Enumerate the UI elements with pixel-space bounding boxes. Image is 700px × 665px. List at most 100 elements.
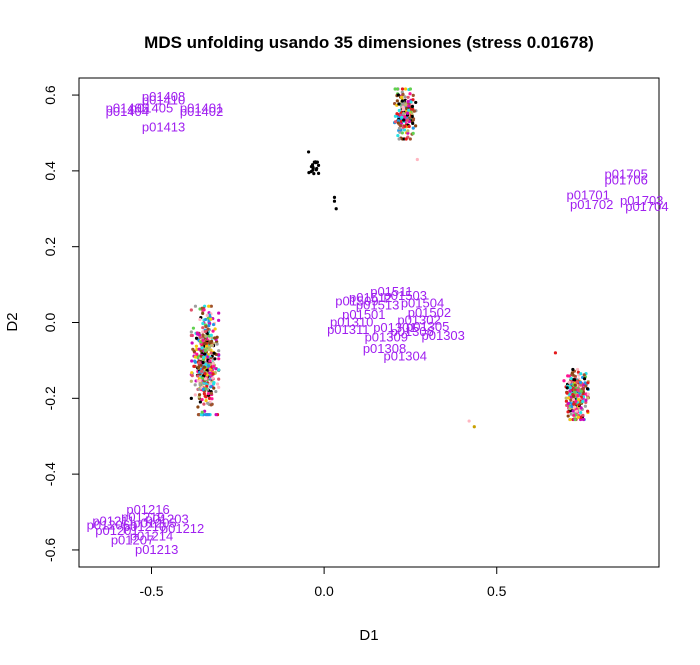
- data-point: [573, 417, 577, 422]
- data-point: [411, 93, 415, 97]
- data-point: [217, 385, 221, 389]
- data-point: [334, 207, 338, 211]
- data-point: [406, 111, 410, 115]
- data-point: [189, 396, 193, 401]
- point-label: p01511: [370, 284, 412, 299]
- data-point: [398, 124, 403, 128]
- point-label: p01405: [130, 100, 173, 115]
- data-point: [204, 395, 208, 399]
- data-point: [581, 399, 585, 404]
- data-point: [197, 361, 202, 365]
- point-label: p01413: [142, 119, 185, 134]
- data-point: [200, 410, 204, 414]
- point-label: p01303: [422, 328, 465, 343]
- point-label: p01513: [356, 297, 399, 312]
- data-point: [207, 304, 211, 308]
- data-point: [414, 100, 418, 105]
- data-point: [569, 412, 573, 416]
- data-point: [404, 103, 408, 107]
- point-label: p01309: [365, 330, 408, 345]
- data-point: [206, 364, 211, 368]
- data-point: [211, 362, 215, 366]
- data-point: [201, 311, 205, 315]
- data-point: [191, 326, 196, 330]
- data-point: [210, 397, 214, 401]
- data-point: [411, 121, 415, 125]
- data-point: [396, 133, 400, 138]
- data-point: [311, 168, 315, 172]
- data-point: [315, 166, 319, 171]
- data-point: [401, 108, 405, 112]
- data-point: [409, 100, 413, 104]
- data-point: [192, 364, 196, 368]
- point-label: p01502: [408, 305, 451, 320]
- data-point: [211, 322, 216, 327]
- point-label: p01401: [180, 100, 223, 115]
- data-point: [411, 131, 415, 135]
- data-point: [583, 404, 587, 408]
- data-point: [195, 347, 199, 352]
- data-point: [201, 321, 205, 326]
- data-point: [211, 376, 215, 380]
- point-label: p01211: [92, 514, 134, 529]
- data-point: [575, 367, 580, 372]
- data-point: [209, 333, 213, 337]
- data-point: [208, 382, 212, 386]
- point-label: p01310: [330, 315, 373, 330]
- point-label: p01504: [401, 296, 444, 311]
- data-point: [472, 425, 476, 429]
- data-point: [316, 171, 321, 175]
- point-label: p01305: [406, 319, 449, 334]
- data-point: [207, 413, 211, 417]
- data-point: [210, 343, 214, 348]
- data-point: [407, 108, 411, 112]
- data-point: [568, 417, 572, 422]
- data-point: [396, 93, 400, 97]
- data-point: [581, 417, 586, 422]
- data-point: [411, 117, 416, 121]
- data-point: [581, 413, 585, 417]
- data-point: [397, 137, 401, 141]
- data-point: [204, 334, 208, 338]
- data-point: [196, 356, 200, 360]
- point-label: p01207: [111, 532, 154, 547]
- data-point: [214, 389, 218, 394]
- data-point: [569, 376, 573, 381]
- point-label: p01301: [373, 320, 416, 335]
- data-point: [572, 413, 576, 417]
- data-point: [397, 108, 401, 113]
- data-point: [203, 372, 207, 376]
- data-point: [209, 385, 213, 389]
- point-label: p01703: [620, 193, 663, 208]
- data-point: [584, 384, 588, 388]
- data-point: [191, 347, 195, 351]
- data-point: [316, 163, 321, 167]
- data-point: [213, 327, 217, 331]
- y-axis-label: D2: [4, 312, 21, 331]
- x-tick-label: -0.5: [139, 583, 163, 599]
- y-tick-label: -0.2: [42, 386, 58, 410]
- data-point: [214, 413, 218, 417]
- point-label: p01705: [605, 167, 648, 182]
- y-tick-label: 0.0: [42, 313, 58, 333]
- point-label: p01702: [570, 197, 613, 212]
- data-point: [586, 392, 590, 396]
- x-axis: -0.5 0.0 0.5: [139, 566, 507, 599]
- data-point: [564, 399, 568, 403]
- point-label: p01402: [180, 104, 223, 119]
- data-point: [201, 387, 206, 392]
- point-label: p01311: [327, 322, 369, 337]
- data-point: [203, 352, 207, 356]
- data-point: [396, 119, 401, 123]
- y-axis: -0.6 -0.4 -0.2 0.0 0.2 0.4 0.6: [42, 85, 80, 562]
- data-point: [217, 368, 221, 372]
- data-point: [403, 114, 407, 119]
- point-label: p01201: [95, 523, 138, 538]
- data-point: [211, 329, 215, 333]
- point-label: p01410: [142, 93, 185, 108]
- data-point: [411, 126, 415, 130]
- x-axis-label: D1: [359, 627, 378, 644]
- data-point: [408, 92, 412, 96]
- data-point: [189, 330, 193, 334]
- data-point: [195, 352, 199, 356]
